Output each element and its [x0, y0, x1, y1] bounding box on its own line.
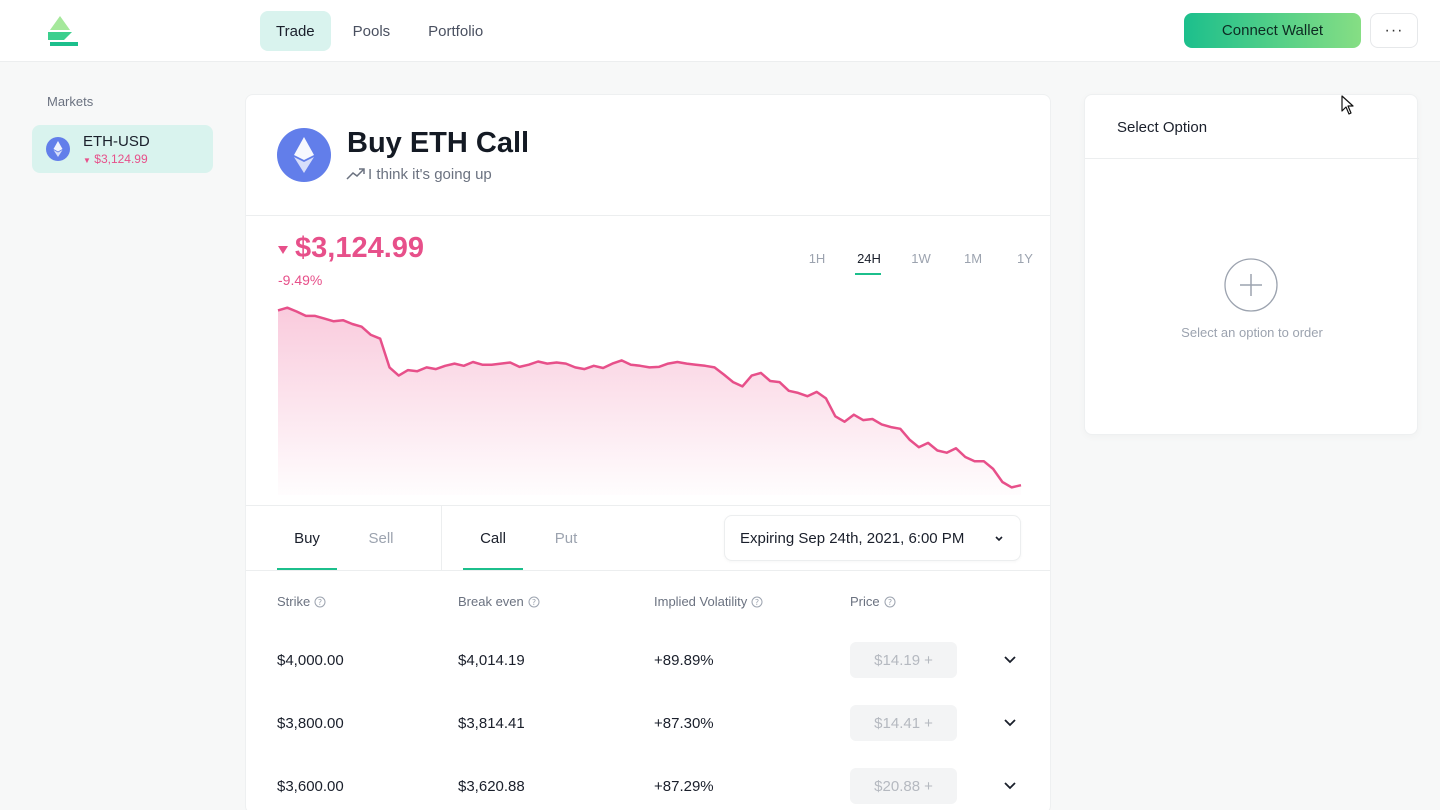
- svg-text:?: ?: [318, 598, 322, 607]
- table-row[interactable]: $3,800.00 $3,814.41 +87.30% $14.41 +: [246, 693, 1050, 756]
- connect-wallet-button[interactable]: Connect Wallet: [1184, 13, 1361, 48]
- page-subtitle: I think it's going up: [368, 166, 492, 183]
- market-item-eth-usd[interactable]: ETH-USD ▼ $3,124.99: [32, 125, 213, 173]
- main-nav: Trade Pools Portfolio: [260, 11, 499, 51]
- trending-up-icon: [346, 168, 365, 180]
- price-down-icon: ▼: [83, 156, 91, 165]
- break-even-cell: $4,014.19: [458, 652, 525, 669]
- column-header-break-even: Break even ?: [458, 594, 540, 609]
- app-logo[interactable]: [46, 16, 80, 46]
- market-name: ETH-USD: [83, 133, 150, 150]
- divider: [246, 215, 1050, 216]
- top-bar: Trade Pools Portfolio Connect Wallet ···: [0, 0, 1440, 62]
- range-tab-1h[interactable]: 1H: [808, 251, 826, 266]
- divider: [246, 570, 1050, 571]
- chart-series-line: [277, 306, 1022, 489]
- tab-put[interactable]: Put: [554, 529, 578, 547]
- range-tab-1w[interactable]: 1W: [911, 251, 931, 266]
- order-panel: Select Option Select an option to order: [1084, 94, 1419, 435]
- iv-cell: +87.29%: [654, 778, 714, 795]
- tab-call[interactable]: Call: [463, 506, 523, 570]
- svg-text:?: ?: [755, 598, 759, 607]
- divider: [246, 505, 1050, 506]
- divider: [1085, 158, 1419, 159]
- divider: [441, 506, 442, 570]
- break-even-cell: $3,814.41: [458, 715, 525, 732]
- strike-cell: $4,000.00: [277, 652, 344, 669]
- column-header-price: Price ?: [850, 594, 896, 609]
- table-row[interactable]: $3,600.00 $3,620.88 +87.29% $20.88 +: [246, 756, 1050, 810]
- page-title: Buy ETH Call: [347, 127, 530, 159]
- mouse-cursor-icon: [1341, 95, 1354, 115]
- add-option-button[interactable]: $20.88 +: [850, 768, 957, 804]
- nav-tab-trade[interactable]: Trade: [260, 11, 331, 51]
- column-header-strike: Strike ?: [277, 594, 326, 609]
- svg-text:?: ?: [888, 598, 892, 607]
- add-option-button[interactable]: $14.19 +: [850, 642, 957, 678]
- chart-area-fill: [278, 307, 1021, 495]
- order-panel-hint: Select an option to order: [1181, 325, 1323, 340]
- help-icon[interactable]: ?: [884, 596, 896, 608]
- market-price: ▼ $3,124.99: [83, 152, 148, 166]
- chevron-down-icon[interactable]: [1004, 656, 1016, 664]
- current-price: $3,124.99: [295, 232, 425, 264]
- help-icon[interactable]: ?: [751, 596, 763, 608]
- chevron-down-icon: [995, 536, 1003, 542]
- break-even-cell: $3,620.88: [458, 778, 525, 795]
- help-icon[interactable]: ?: [528, 596, 540, 608]
- price-chart[interactable]: [277, 305, 1022, 495]
- plus-icon: +: [924, 651, 933, 669]
- range-tab-1y[interactable]: 1Y: [1017, 251, 1033, 266]
- iv-cell: +89.89%: [654, 652, 714, 669]
- ethereum-icon: [277, 128, 331, 182]
- more-menu-button[interactable]: ···: [1370, 13, 1418, 48]
- help-icon[interactable]: ?: [314, 596, 326, 608]
- tab-buy[interactable]: Buy: [277, 506, 337, 570]
- time-range-tabs: 1H 24H 1W 1M 1Y: [791, 251, 1050, 277]
- order-panel-title: Select Option: [1117, 119, 1208, 136]
- more-icon: ···: [1384, 21, 1404, 39]
- chevron-down-icon[interactable]: [1004, 782, 1016, 790]
- column-header-implied-volatility: Implied Volatility ?: [654, 594, 763, 609]
- nav-tab-pools[interactable]: Pools: [352, 22, 391, 40]
- add-option-button[interactable]: $14.41 +: [850, 705, 957, 741]
- markets-label: Markets: [47, 94, 94, 109]
- expiry-select[interactable]: Expiring Sep 24th, 2021, 6:00 PM: [724, 515, 1021, 561]
- plus-icon: +: [924, 777, 933, 795]
- add-circle-icon: [1224, 258, 1278, 312]
- strike-cell: $3,600.00: [277, 778, 344, 795]
- option-tabs-row: Buy Sell Call Put Expiring Sep 24th, 202…: [246, 506, 1050, 570]
- plus-icon: +: [924, 714, 933, 732]
- table-row[interactable]: $4,000.00 $4,014.19 +89.89% $14.19 +: [246, 630, 1050, 693]
- range-tab-24h[interactable]: 24H: [843, 251, 895, 277]
- chevron-down-icon[interactable]: [1004, 719, 1016, 727]
- svg-text:?: ?: [532, 598, 536, 607]
- ethereum-icon: [46, 137, 70, 161]
- strike-cell: $3,800.00: [277, 715, 344, 732]
- price-down-icon: [278, 246, 288, 254]
- iv-cell: +87.30%: [654, 715, 714, 732]
- trade-card: Buy ETH Call I think it's going up $3,12…: [245, 94, 1051, 810]
- price-change: -9.49%: [278, 272, 323, 288]
- nav-tab-portfolio[interactable]: Portfolio: [428, 22, 484, 40]
- range-tab-1m[interactable]: 1M: [963, 251, 983, 266]
- tab-sell[interactable]: Sell: [368, 529, 394, 547]
- expiry-value: Expiring Sep 24th, 2021, 6:00 PM: [740, 530, 965, 547]
